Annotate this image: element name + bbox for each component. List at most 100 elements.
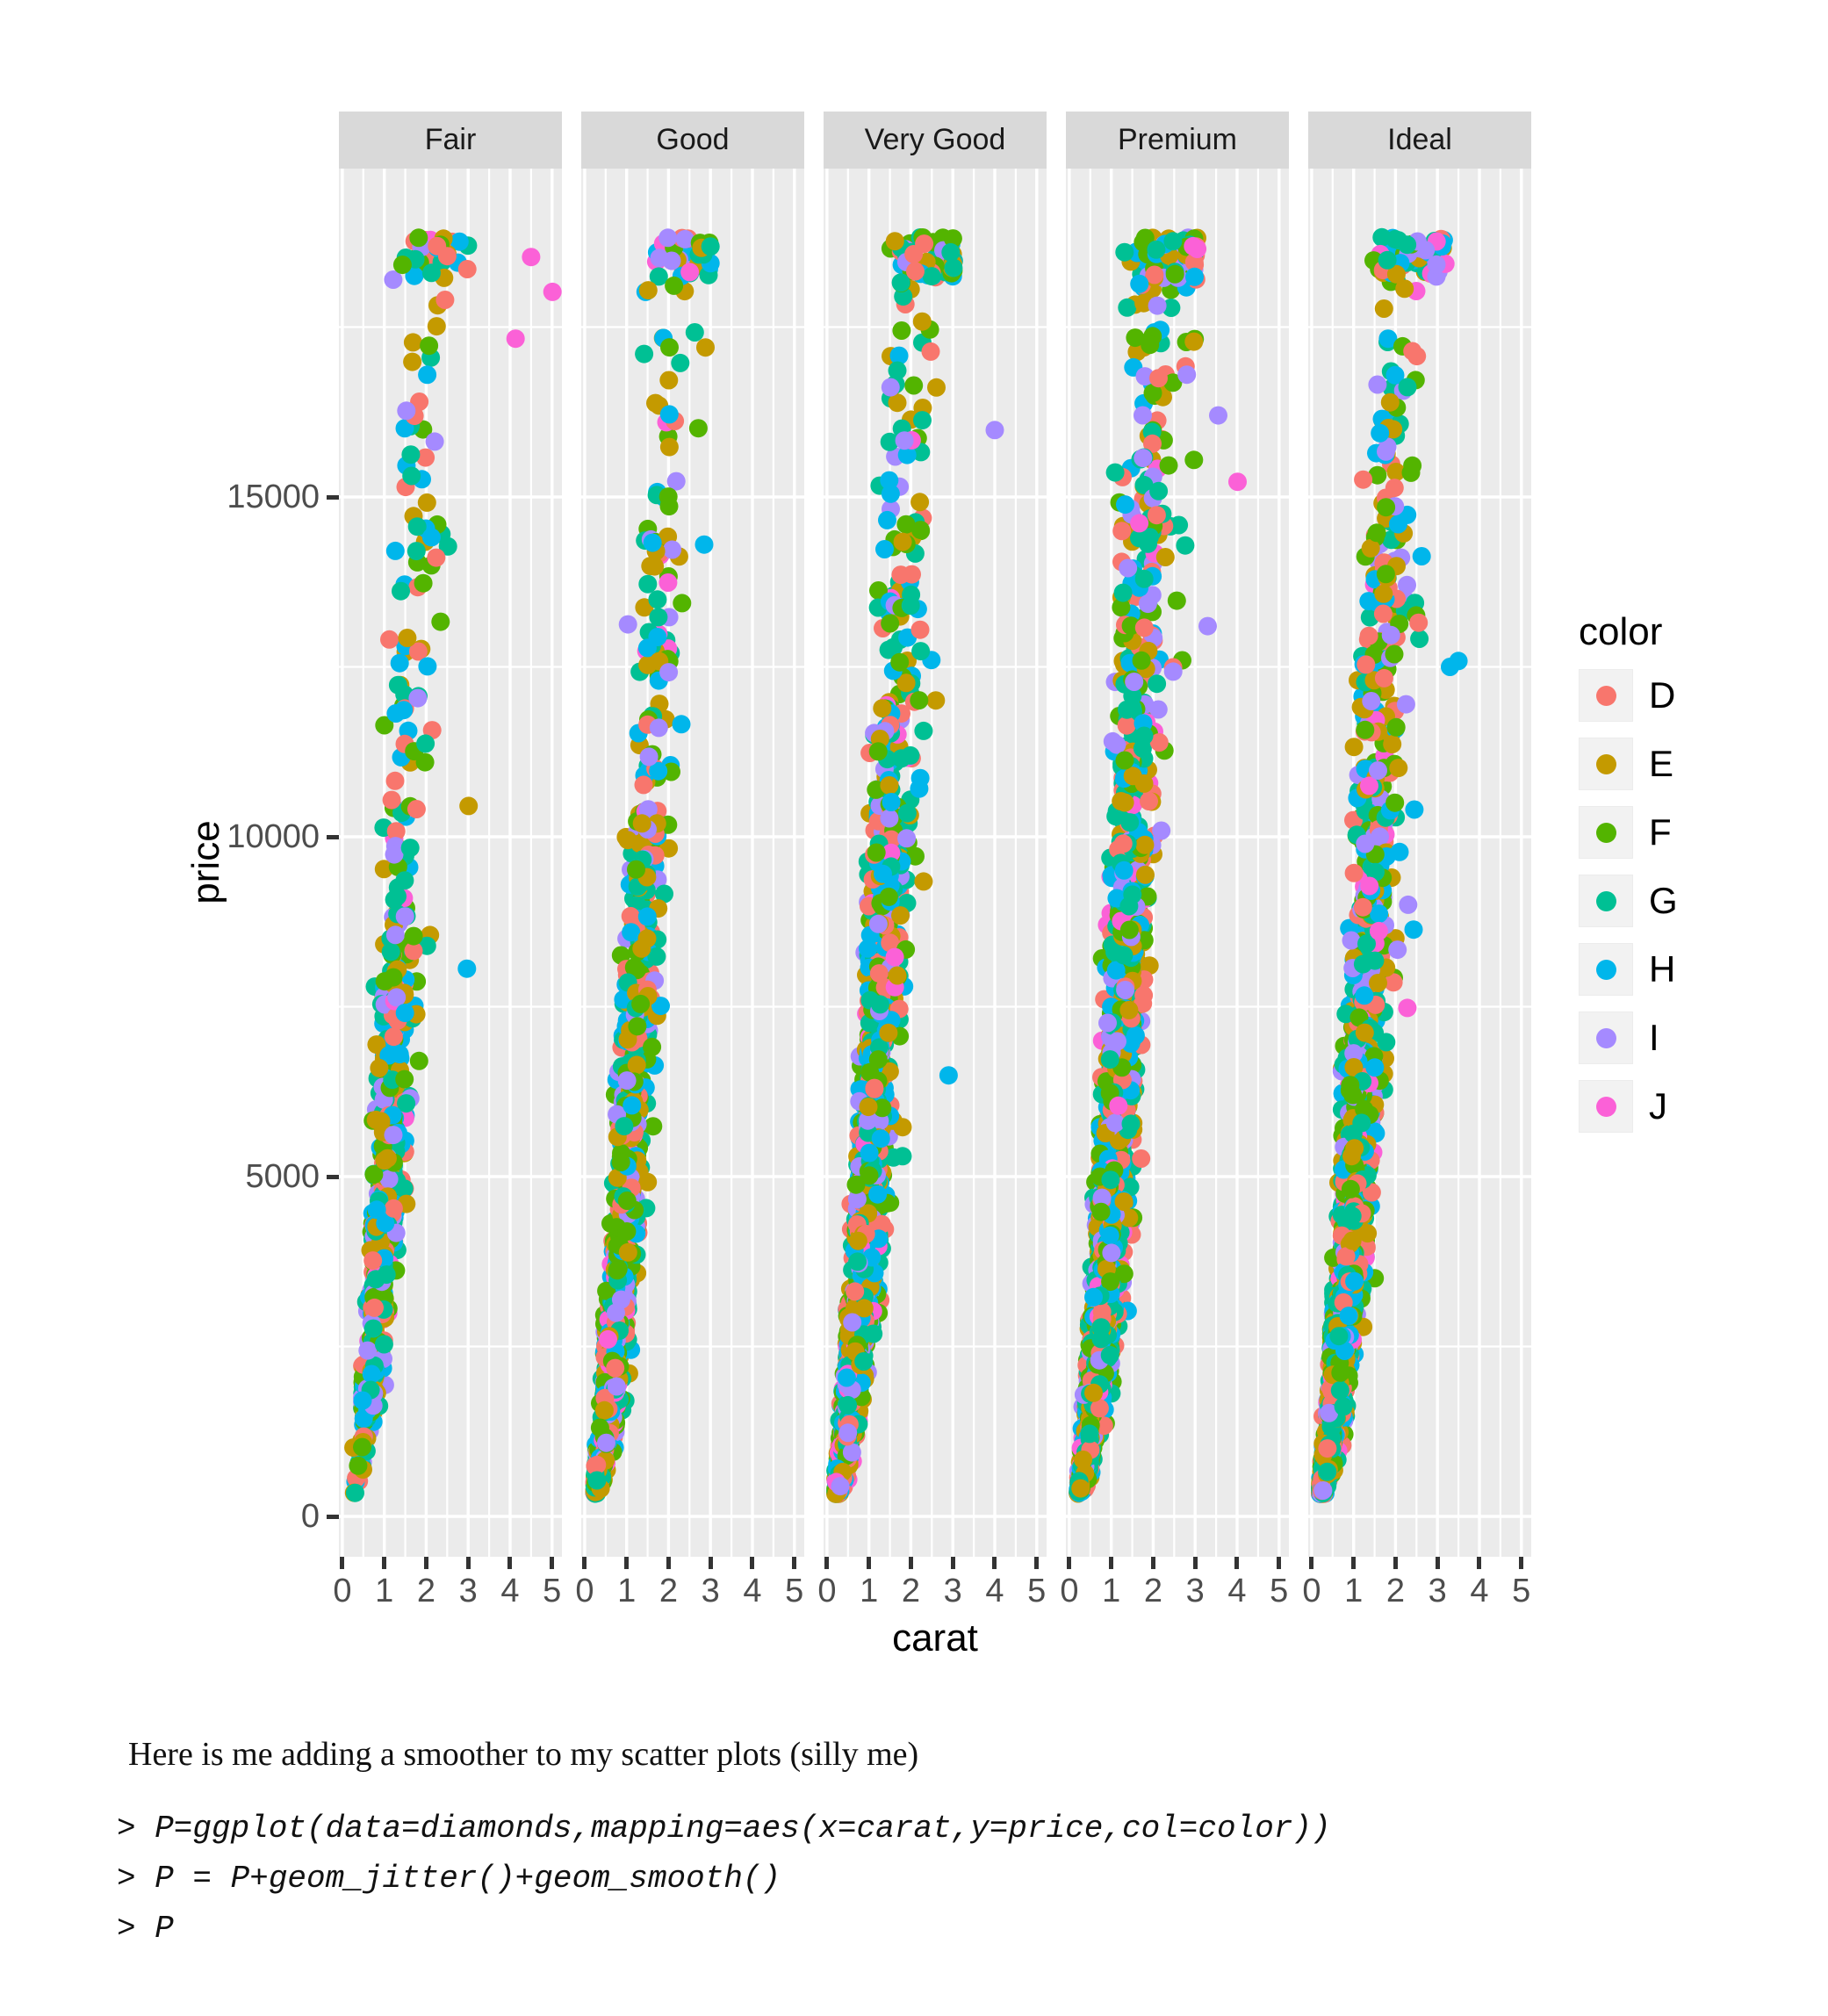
legend-key bbox=[1579, 1080, 1633, 1133]
x-tick-mark bbox=[1393, 1557, 1398, 1569]
y-tick-label: 15000 bbox=[227, 479, 320, 515]
x-tick-label: 5 bbox=[543, 1573, 562, 1609]
scatter-points-svg bbox=[1066, 169, 1289, 1557]
legend-key bbox=[1579, 1012, 1633, 1064]
scatter-points-svg bbox=[824, 169, 1047, 1557]
legend-point-icon bbox=[1595, 685, 1616, 706]
legend-key bbox=[1579, 669, 1633, 722]
legend-point-icon bbox=[1595, 1096, 1616, 1117]
x-tick-mark bbox=[750, 1557, 755, 1569]
x-tick-label: 1 bbox=[617, 1573, 637, 1609]
legend-label: E bbox=[1649, 743, 1674, 784]
legend-point-icon bbox=[1595, 959, 1616, 980]
x-tick-label: 0 bbox=[817, 1573, 837, 1609]
facet-strip-label: Premium bbox=[1117, 123, 1238, 156]
x-tick-label: 0 bbox=[333, 1573, 352, 1609]
x-tick-label: 5 bbox=[785, 1573, 804, 1609]
x-tick-label: 4 bbox=[743, 1573, 762, 1609]
x-tick-label: 3 bbox=[1428, 1573, 1447, 1609]
x-tick-mark bbox=[340, 1557, 345, 1569]
facet-panel-ideal bbox=[1308, 169, 1531, 1557]
facet-strip-very-good: Very Good bbox=[824, 112, 1047, 169]
x-tick-label: 3 bbox=[458, 1573, 478, 1609]
x-tick-mark bbox=[1150, 1557, 1155, 1569]
legend-point-icon bbox=[1595, 753, 1616, 774]
y-tick-mark bbox=[327, 1514, 339, 1519]
x-tick-label: 2 bbox=[901, 1573, 920, 1609]
x-tick-mark bbox=[1034, 1557, 1040, 1569]
x-tick-mark bbox=[1277, 1557, 1282, 1569]
x-tick-label: 3 bbox=[1185, 1573, 1205, 1609]
legend-label: I bbox=[1649, 1017, 1659, 1058]
legend-entry-h: H bbox=[1579, 943, 1789, 996]
legend-entry-j: J bbox=[1579, 1080, 1789, 1133]
x-tick-mark bbox=[582, 1557, 587, 1569]
facet-strip-label: Fair bbox=[424, 123, 477, 156]
caption-heading: Here is me adding a smoother to my scatt… bbox=[128, 1736, 919, 1773]
x-tick-label: 4 bbox=[1227, 1573, 1247, 1609]
facet-strip-ideal: Ideal bbox=[1308, 112, 1531, 169]
x-tick-mark bbox=[1477, 1557, 1482, 1569]
x-tick-label: 1 bbox=[1102, 1573, 1121, 1609]
legend-entry-i: I bbox=[1579, 1012, 1789, 1064]
x-tick-mark bbox=[423, 1557, 428, 1569]
x-tick-mark bbox=[1192, 1557, 1198, 1569]
legend-key bbox=[1579, 875, 1633, 927]
code-line-3: > P bbox=[117, 1911, 174, 1947]
x-tick-label: 2 bbox=[659, 1573, 678, 1609]
facet-panel-good bbox=[581, 169, 804, 1557]
legend-entry-e: E bbox=[1579, 738, 1789, 790]
legend-entry-f: F bbox=[1579, 806, 1789, 859]
facet-strip-good: Good bbox=[581, 112, 804, 169]
x-tick-mark bbox=[1351, 1557, 1357, 1569]
legend-point-icon bbox=[1595, 1027, 1616, 1048]
y-tick-mark bbox=[327, 834, 339, 839]
x-tick-label: 4 bbox=[985, 1573, 1004, 1609]
facet-panel-premium bbox=[1066, 169, 1289, 1557]
x-tick-mark bbox=[666, 1557, 671, 1569]
code-line-2: > P = P+geom_jitter()+geom_smooth() bbox=[117, 1861, 781, 1897]
x-tick-label: 0 bbox=[575, 1573, 594, 1609]
x-tick-mark bbox=[708, 1557, 713, 1569]
x-tick-label: 2 bbox=[1143, 1573, 1162, 1609]
legend-title: color bbox=[1579, 610, 1663, 653]
legend-label: F bbox=[1649, 811, 1672, 853]
x-tick-label: 3 bbox=[943, 1573, 962, 1609]
facet-panel-fair bbox=[339, 169, 562, 1557]
x-tick-label: 3 bbox=[701, 1573, 720, 1609]
legend-label: D bbox=[1649, 674, 1676, 716]
facet-strip-label: Very Good bbox=[864, 123, 1006, 156]
legend-label: H bbox=[1649, 948, 1676, 990]
legend-entry-g: G bbox=[1579, 875, 1789, 927]
facet-strip-label: Ideal bbox=[1387, 123, 1452, 156]
x-tick-mark bbox=[382, 1557, 387, 1569]
scatter-points-svg bbox=[1308, 169, 1531, 1557]
x-axis-title: carat bbox=[892, 1616, 978, 1660]
x-tick-mark bbox=[624, 1557, 630, 1569]
x-tick-mark bbox=[950, 1557, 955, 1569]
x-tick-mark bbox=[867, 1557, 872, 1569]
scatter-points-svg bbox=[581, 169, 804, 1557]
y-tick-mark bbox=[327, 494, 339, 500]
x-tick-label: 1 bbox=[375, 1573, 394, 1609]
legend-key bbox=[1579, 943, 1633, 996]
x-tick-label: 2 bbox=[416, 1573, 435, 1609]
x-tick-mark bbox=[550, 1557, 555, 1569]
code-line-1: > P=ggplot(data=diamonds,mapping=aes(x=c… bbox=[117, 1811, 1331, 1847]
x-tick-label: 4 bbox=[500, 1573, 520, 1609]
x-tick-mark bbox=[792, 1557, 797, 1569]
legend-point-icon bbox=[1595, 822, 1616, 843]
x-tick-mark bbox=[1109, 1557, 1114, 1569]
x-tick-label: 1 bbox=[860, 1573, 879, 1609]
facet-panel-very-good bbox=[824, 169, 1047, 1557]
facet-strip-premium: Premium bbox=[1066, 112, 1289, 169]
x-tick-label: 5 bbox=[1512, 1573, 1531, 1609]
legend-point-icon bbox=[1595, 890, 1616, 911]
x-tick-mark bbox=[507, 1557, 513, 1569]
y-tick-mark bbox=[327, 1174, 339, 1179]
scatter-points-svg bbox=[339, 169, 562, 1557]
legend-entry-d: D bbox=[1579, 669, 1789, 722]
